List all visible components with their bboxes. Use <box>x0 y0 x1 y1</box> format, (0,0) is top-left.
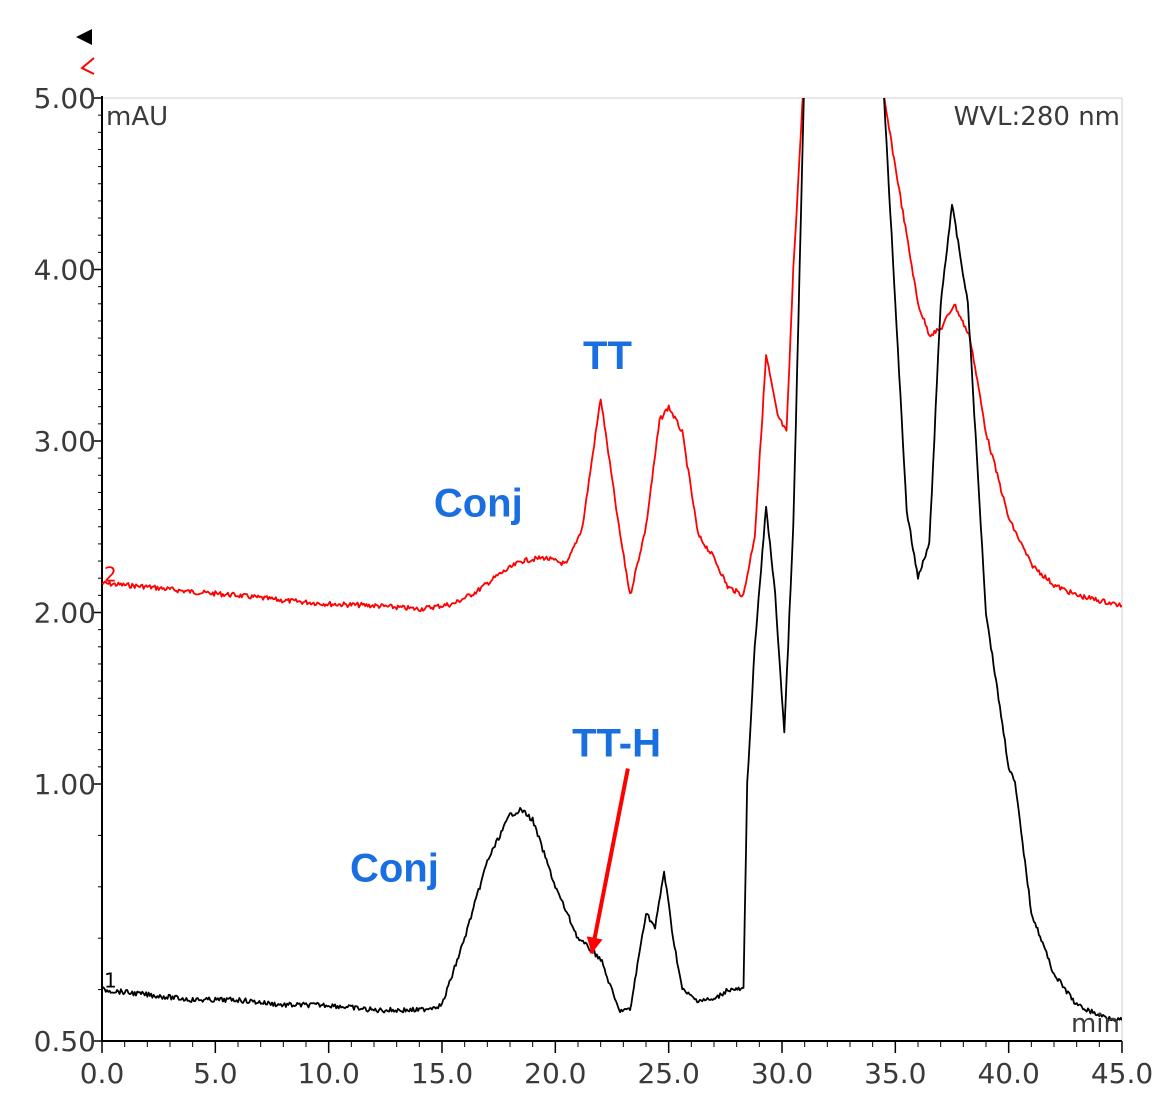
trace-1-line <box>102 98 1122 1023</box>
plot-frame <box>101 97 1123 1042</box>
y-axis-unit-label: mAU <box>106 102 168 132</box>
x-tick-label: 30.0 <box>751 1057 813 1090</box>
x-tick-label: 0.0 <box>80 1057 125 1090</box>
x-tick-label: 40.0 <box>977 1057 1039 1090</box>
y-tick-label: 1.00 <box>34 768 96 801</box>
x-tick-label: 15.0 <box>411 1057 473 1090</box>
x-tick-label: 45.0 <box>1091 1057 1153 1090</box>
annotations: 2 1 TT Conj TT-H Conj <box>104 334 661 993</box>
x-tick-label: 35.0 <box>864 1057 926 1090</box>
x-tick-label: 10.0 <box>297 1057 359 1090</box>
peak-annotation: Conj <box>434 481 523 525</box>
trace-2-number: 2 <box>104 562 117 586</box>
arrow-head-icon <box>586 936 603 954</box>
traces <box>102 98 1122 1023</box>
y-tick-label: 3.00 <box>34 425 96 458</box>
peak-annotation: TT <box>583 334 632 378</box>
x-tick-label: 20.0 <box>524 1057 586 1090</box>
peak-annotation: Conj <box>350 847 439 891</box>
y-tick-label: 0.50 <box>34 1025 96 1058</box>
y-tick-label: 5.00 <box>34 82 96 115</box>
x-tick-label: 5.0 <box>193 1057 238 1090</box>
x-tick-label: 25.0 <box>637 1057 699 1090</box>
axes: 5.00 4.00 3.00 2.00 1.00 0.500.0 5.0 10.0 15.0 20… <box>34 82 1154 1090</box>
left-triangle-icon <box>76 29 92 45</box>
y-tick-label: 2.00 <box>34 597 96 630</box>
trace-1-number: 1 <box>104 969 117 993</box>
trace-2-line <box>102 98 1122 612</box>
red-chevron-icon <box>80 57 95 75</box>
peak-annotation: TT-H <box>572 722 661 766</box>
arrow-shaft <box>589 768 630 955</box>
wavelength-label: WVL:280 nm <box>954 102 1120 132</box>
y-tick-label: 4.00 <box>34 254 96 287</box>
x-axis-unit-label: min <box>1071 1009 1120 1039</box>
